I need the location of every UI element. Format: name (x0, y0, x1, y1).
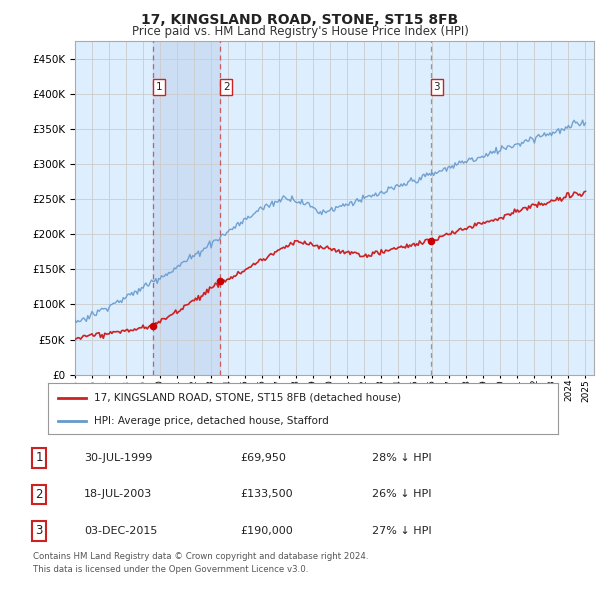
Text: £69,950: £69,950 (240, 453, 286, 463)
Text: 03-DEC-2015: 03-DEC-2015 (84, 526, 157, 536)
Text: £133,500: £133,500 (240, 490, 293, 499)
Text: 17, KINGSLAND ROAD, STONE, ST15 8FB (detached house): 17, KINGSLAND ROAD, STONE, ST15 8FB (det… (94, 392, 401, 402)
Text: 27% ↓ HPI: 27% ↓ HPI (372, 526, 431, 536)
Text: 28% ↓ HPI: 28% ↓ HPI (372, 453, 431, 463)
Text: Price paid vs. HM Land Registry's House Price Index (HPI): Price paid vs. HM Land Registry's House … (131, 25, 469, 38)
Text: 2: 2 (35, 488, 43, 501)
Text: 18-JUL-2003: 18-JUL-2003 (84, 490, 152, 499)
Text: 30-JUL-1999: 30-JUL-1999 (84, 453, 152, 463)
Text: 3: 3 (434, 82, 440, 92)
Bar (153, 41, 220, 375)
Text: 1: 1 (155, 82, 162, 92)
Text: 3: 3 (35, 525, 43, 537)
Text: Contains HM Land Registry data © Crown copyright and database right 2024.
This d: Contains HM Land Registry data © Crown c… (33, 552, 368, 573)
Text: 17, KINGSLAND ROAD, STONE, ST15 8FB: 17, KINGSLAND ROAD, STONE, ST15 8FB (142, 13, 458, 27)
Text: HPI: Average price, detached house, Stafford: HPI: Average price, detached house, Staf… (94, 416, 329, 426)
Text: 26% ↓ HPI: 26% ↓ HPI (372, 490, 431, 499)
Text: 2: 2 (223, 82, 230, 92)
Text: 1: 1 (35, 451, 43, 464)
Text: £190,000: £190,000 (240, 526, 293, 536)
